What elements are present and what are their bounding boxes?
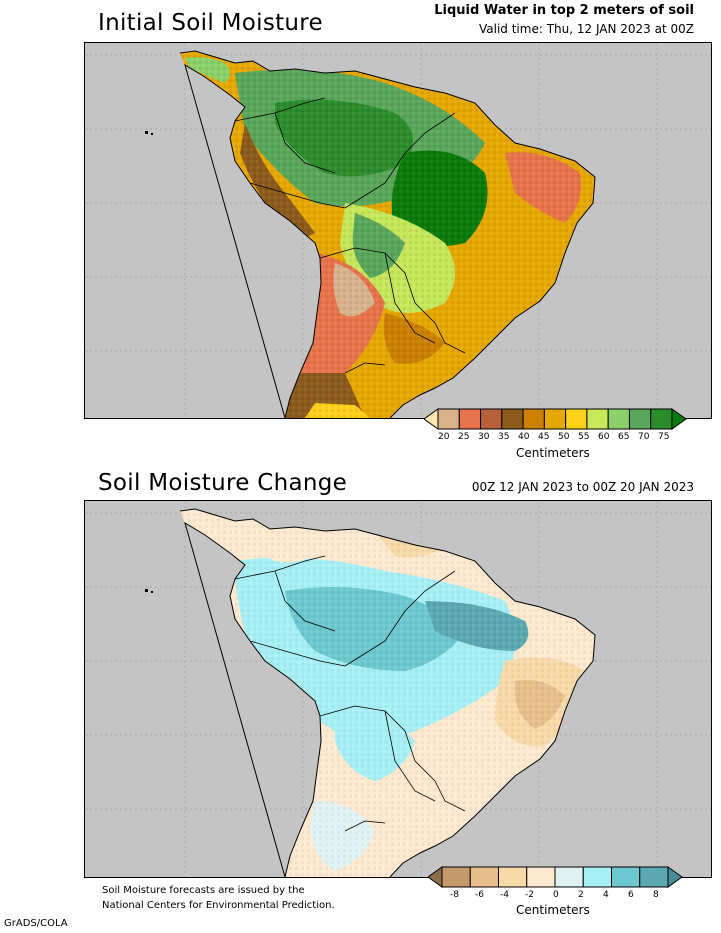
cb2-swatch-4 <box>526 866 556 888</box>
cb2-label-1: -6 <box>475 890 484 900</box>
cb1-label-8: 60 <box>598 432 610 442</box>
cb1-label-11: 75 <box>658 432 670 442</box>
cb2-swatch-7 <box>611 866 641 888</box>
panel2-units: Centimeters <box>516 903 590 917</box>
cb1-swatch-2 <box>458 408 482 430</box>
cb2-label-4: 0 <box>553 890 559 900</box>
cb1-swatch-5 <box>522 408 545 430</box>
cb2-swatch-6 <box>582 866 612 888</box>
panel2-colorbar-swatches <box>427 866 683 888</box>
country-borders-2 <box>234 555 466 832</box>
cb2-swatch-1 <box>441 866 471 888</box>
coastline-2 <box>179 508 596 877</box>
cb2-swatch-5 <box>554 866 584 888</box>
panel2-colorbar-labels: -8 -6 -4 -2 0 2 4 6 8 <box>428 890 684 902</box>
cb1-swatch-6 <box>543 408 567 430</box>
cb1-swatch-7 <box>565 408 588 430</box>
map-gridlines <box>85 43 711 418</box>
cb1-label-9: 65 <box>618 432 630 442</box>
cb2-label-6: 4 <box>603 890 609 900</box>
cb1-label-6: 50 <box>558 432 570 442</box>
south-america-change-svg <box>85 501 711 877</box>
panel1-colorbar-swatches <box>423 408 687 430</box>
panel1-valid-time: Valid time: Thu, 12 JAN 2023 at 00Z <box>479 22 694 36</box>
cb2-label-2: -4 <box>500 890 509 900</box>
cb2-label-5: 2 <box>578 890 584 900</box>
cb1-label-10: 70 <box>638 432 650 442</box>
panel1-units: Centimeters <box>516 446 590 460</box>
footer-note: Soil Moisture forecasts are issued by th… <box>102 883 335 913</box>
cb1-swatch-1 <box>437 408 460 430</box>
galapagos-islands-2 <box>145 589 153 593</box>
south-america-moisture-svg <box>85 43 711 418</box>
cb1-swatch-10 <box>628 408 652 430</box>
panel1-title: Initial Soil Moisture <box>98 10 324 36</box>
panel1-colorbar <box>423 408 688 434</box>
cb1-swatch-11 <box>650 408 673 430</box>
cb1-swatch-4 <box>501 408 524 430</box>
initial-soil-moisture-map <box>84 42 712 419</box>
cb1-swatch-3 <box>480 408 503 430</box>
cb1-swatch-8 <box>586 408 609 430</box>
grads-credit: GrADS/COLA <box>4 918 68 929</box>
cb1-swatch-9 <box>607 408 630 430</box>
country-borders <box>234 97 466 374</box>
coastline <box>179 50 596 418</box>
panel2-title: Soil Moisture Change <box>98 470 348 496</box>
panel2-colorbar <box>427 866 684 892</box>
cb2-label-7: 6 <box>628 890 634 900</box>
cb2-swatch-8 <box>639 866 669 888</box>
soil-moisture-change-map <box>84 500 712 878</box>
cb2-swatch-2 <box>469 866 499 888</box>
cb1-label-5: 45 <box>538 432 550 442</box>
cb1-swatch-low-arrow <box>423 408 439 430</box>
cb1-label-2: 30 <box>478 432 490 442</box>
cb1-label-1: 25 <box>458 432 470 442</box>
panel1-colorbar-labels: 20 25 30 35 40 45 50 55 60 65 70 75 <box>424 432 688 444</box>
cb1-label-3: 35 <box>498 432 510 442</box>
cb2-swatch-3 <box>498 866 528 888</box>
cb1-label-0: 20 <box>438 432 450 442</box>
panel2-colorbar-svg <box>427 866 683 888</box>
cb1-label-4: 40 <box>518 432 530 442</box>
galapagos-islands <box>145 131 153 135</box>
cb2-label-8: 8 <box>653 890 659 900</box>
panel1-header: Liquid Water in top 2 meters of soil <box>434 3 694 18</box>
cb2-label-0: -8 <box>450 890 459 900</box>
footer-note-line2: National Centers for Environmental Predi… <box>102 900 335 911</box>
footer-note-line1: Soil Moisture forecasts are issued by th… <box>102 885 305 896</box>
cb2-label-3: -2 <box>525 890 534 900</box>
cb2-swatch-high-arrow <box>667 866 683 888</box>
cb1-swatch-high-arrow <box>671 408 687 430</box>
cb1-label-7: 55 <box>578 432 590 442</box>
map2-gridlines <box>85 501 711 877</box>
cb2-swatch-low-arrow <box>427 866 443 888</box>
panel1-colorbar-svg <box>423 408 687 430</box>
panel2-period: 00Z 12 JAN 2023 to 00Z 20 JAN 2023 <box>471 480 694 494</box>
